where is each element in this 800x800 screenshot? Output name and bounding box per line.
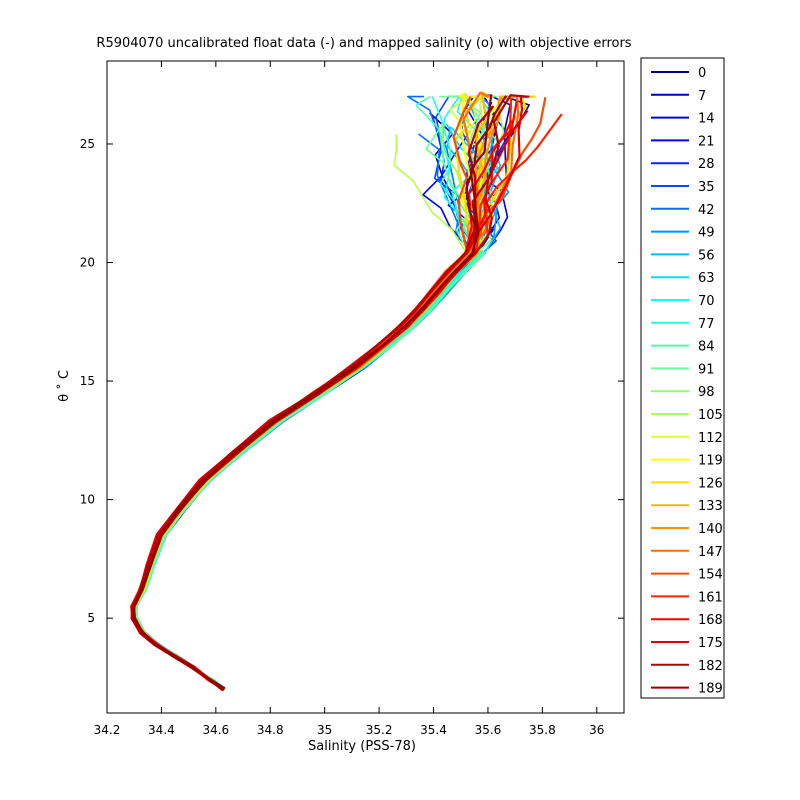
profile-lines	[130, 91, 563, 692]
legend-label: 56	[698, 248, 715, 263]
legend-label: 84	[698, 340, 715, 355]
plot-area: 34.2 34.4 34.6 34.8 35 35.2 35.4 35.6 35.8 36 5 10…	[80, 60, 625, 737]
legend-label: 0	[698, 66, 706, 81]
legend-label: 175	[698, 636, 723, 651]
x-tick-label: 34.6	[202, 723, 229, 737]
legend-label: 105	[698, 408, 723, 423]
legend-label: 35	[698, 180, 715, 195]
x-tick-label: 35.8	[529, 723, 556, 737]
x-tick-label: 35.2	[366, 723, 393, 737]
y-tick-label: 15	[80, 374, 95, 388]
legend-label: 140	[698, 522, 723, 537]
legend-label: 42	[698, 203, 715, 218]
chart-title: R5904070 uncalibrated float data (-) and…	[96, 36, 631, 51]
legend-label: 154	[698, 568, 723, 583]
legend-label: 189	[698, 682, 723, 697]
y-tick-label: 25	[80, 137, 95, 151]
profile-line	[132, 94, 493, 690]
x-tick-label: 35	[317, 723, 332, 737]
legend-label: 182	[698, 659, 723, 674]
legend-label: 70	[698, 294, 715, 309]
plot-frame	[106, 60, 625, 714]
y-axis-ticks: 5 10 15 20 25	[80, 137, 624, 625]
x-tick-label: 34.8	[257, 723, 284, 737]
legend-label: 63	[698, 271, 715, 286]
y-tick-label: 20	[80, 256, 95, 270]
y-tick-label: 10	[80, 493, 95, 507]
x-tick-label: 34.2	[94, 723, 121, 737]
x-tick-label: 34.4	[148, 723, 175, 737]
legend-label: 161	[698, 590, 723, 605]
legend-label: 119	[698, 454, 723, 469]
x-tick-label: 35.6	[475, 723, 502, 737]
legend-label: 126	[698, 476, 723, 491]
legend-label: 98	[698, 385, 715, 400]
x-axis-ticks: 34.2 34.4 34.6 34.8 35 35.2 35.4 35.6 35.8 36	[94, 61, 604, 737]
y-tick-label: 5	[87, 611, 95, 625]
legend-label: 168	[698, 613, 723, 628]
legend-label: 147	[698, 545, 723, 560]
legend-label: 28	[698, 157, 715, 172]
x-tick-label: 35.4	[420, 723, 447, 737]
legend-label: 133	[698, 499, 723, 514]
legend-label: 112	[698, 431, 723, 446]
legend-label: 91	[698, 362, 715, 377]
x-axis-label: Salinity (PSS-78)	[308, 739, 416, 754]
legend-label: 7	[698, 89, 706, 104]
legend-label: 49	[698, 226, 715, 241]
x-tick-label: 36	[589, 723, 604, 737]
legend-label: 77	[698, 317, 715, 332]
legend-label: 21	[698, 134, 715, 149]
legend: 0 7 14 21 28 35 42 49 56 63 70 77 84 91 98 105 112 119 126…	[640, 57, 725, 699]
legend-label: 14	[698, 112, 715, 127]
y-axis-label: θ ˚ C	[56, 370, 72, 402]
legend-box	[640, 57, 725, 699]
